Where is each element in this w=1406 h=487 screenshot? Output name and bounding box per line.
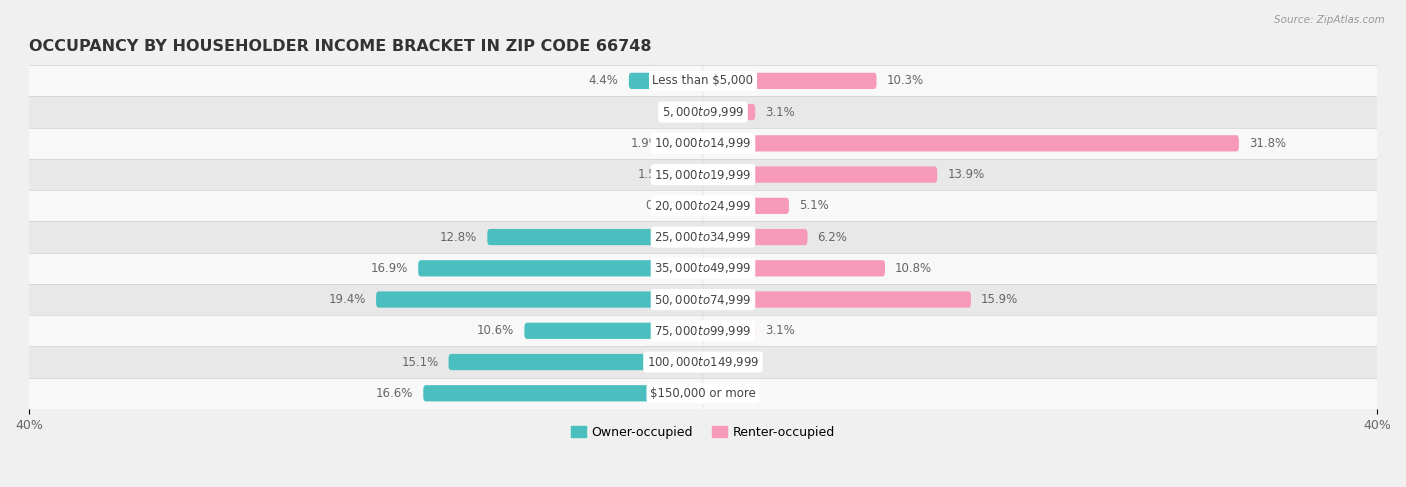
Text: Source: ZipAtlas.com: Source: ZipAtlas.com	[1274, 15, 1385, 25]
Bar	[30, 253, 1376, 284]
Text: 3.1%: 3.1%	[765, 324, 796, 337]
Bar	[30, 284, 1376, 315]
Text: 0.0%: 0.0%	[713, 387, 742, 400]
Text: $150,000 or more: $150,000 or more	[650, 387, 756, 400]
FancyBboxPatch shape	[423, 385, 703, 401]
Text: 0.0%: 0.0%	[713, 356, 742, 369]
Text: 16.6%: 16.6%	[375, 387, 413, 400]
FancyBboxPatch shape	[703, 198, 789, 214]
FancyBboxPatch shape	[703, 167, 938, 183]
FancyBboxPatch shape	[524, 323, 703, 339]
FancyBboxPatch shape	[678, 167, 703, 183]
FancyBboxPatch shape	[703, 135, 1239, 151]
Text: $5,000 to $9,999: $5,000 to $9,999	[662, 105, 744, 119]
Text: 0.0%: 0.0%	[664, 106, 693, 119]
Text: 13.9%: 13.9%	[948, 168, 984, 181]
Bar	[30, 128, 1376, 159]
Bar	[30, 65, 1376, 96]
FancyBboxPatch shape	[671, 135, 703, 151]
FancyBboxPatch shape	[418, 260, 703, 277]
FancyBboxPatch shape	[692, 198, 703, 214]
Text: $75,000 to $99,999: $75,000 to $99,999	[654, 324, 752, 338]
Text: Less than $5,000: Less than $5,000	[652, 75, 754, 87]
Text: 10.8%: 10.8%	[896, 262, 932, 275]
Text: 16.9%: 16.9%	[371, 262, 408, 275]
Text: $15,000 to $19,999: $15,000 to $19,999	[654, 168, 752, 182]
FancyBboxPatch shape	[449, 354, 703, 370]
Text: $10,000 to $14,999: $10,000 to $14,999	[654, 136, 752, 150]
FancyBboxPatch shape	[628, 73, 703, 89]
FancyBboxPatch shape	[703, 104, 755, 120]
FancyBboxPatch shape	[488, 229, 703, 245]
Bar	[30, 315, 1376, 346]
Text: 19.4%: 19.4%	[329, 293, 366, 306]
Bar	[30, 377, 1376, 409]
Text: 12.8%: 12.8%	[440, 230, 477, 244]
Legend: Owner-occupied, Renter-occupied: Owner-occupied, Renter-occupied	[565, 421, 841, 444]
FancyBboxPatch shape	[375, 291, 703, 308]
Text: $20,000 to $24,999: $20,000 to $24,999	[654, 199, 752, 213]
Text: 10.3%: 10.3%	[887, 75, 924, 87]
Text: 1.9%: 1.9%	[631, 137, 661, 150]
FancyBboxPatch shape	[703, 260, 884, 277]
Text: 0.65%: 0.65%	[645, 199, 682, 212]
Text: 31.8%: 31.8%	[1249, 137, 1286, 150]
FancyBboxPatch shape	[703, 229, 807, 245]
Text: 15.9%: 15.9%	[981, 293, 1018, 306]
Bar	[30, 190, 1376, 222]
Text: $50,000 to $74,999: $50,000 to $74,999	[654, 293, 752, 306]
Text: 15.1%: 15.1%	[401, 356, 439, 369]
Bar	[30, 346, 1376, 377]
Text: 10.6%: 10.6%	[477, 324, 515, 337]
Text: 5.1%: 5.1%	[799, 199, 828, 212]
Text: 3.1%: 3.1%	[765, 106, 796, 119]
FancyBboxPatch shape	[703, 73, 876, 89]
Bar	[30, 222, 1376, 253]
Text: $100,000 to $149,999: $100,000 to $149,999	[647, 355, 759, 369]
Text: 6.2%: 6.2%	[818, 230, 848, 244]
Text: OCCUPANCY BY HOUSEHOLDER INCOME BRACKET IN ZIP CODE 66748: OCCUPANCY BY HOUSEHOLDER INCOME BRACKET …	[30, 39, 651, 55]
FancyBboxPatch shape	[703, 291, 972, 308]
Bar	[30, 96, 1376, 128]
Text: $25,000 to $34,999: $25,000 to $34,999	[654, 230, 752, 244]
Bar	[30, 159, 1376, 190]
Text: 1.5%: 1.5%	[638, 168, 668, 181]
Text: 4.4%: 4.4%	[589, 75, 619, 87]
Text: $35,000 to $49,999: $35,000 to $49,999	[654, 262, 752, 275]
FancyBboxPatch shape	[703, 323, 755, 339]
